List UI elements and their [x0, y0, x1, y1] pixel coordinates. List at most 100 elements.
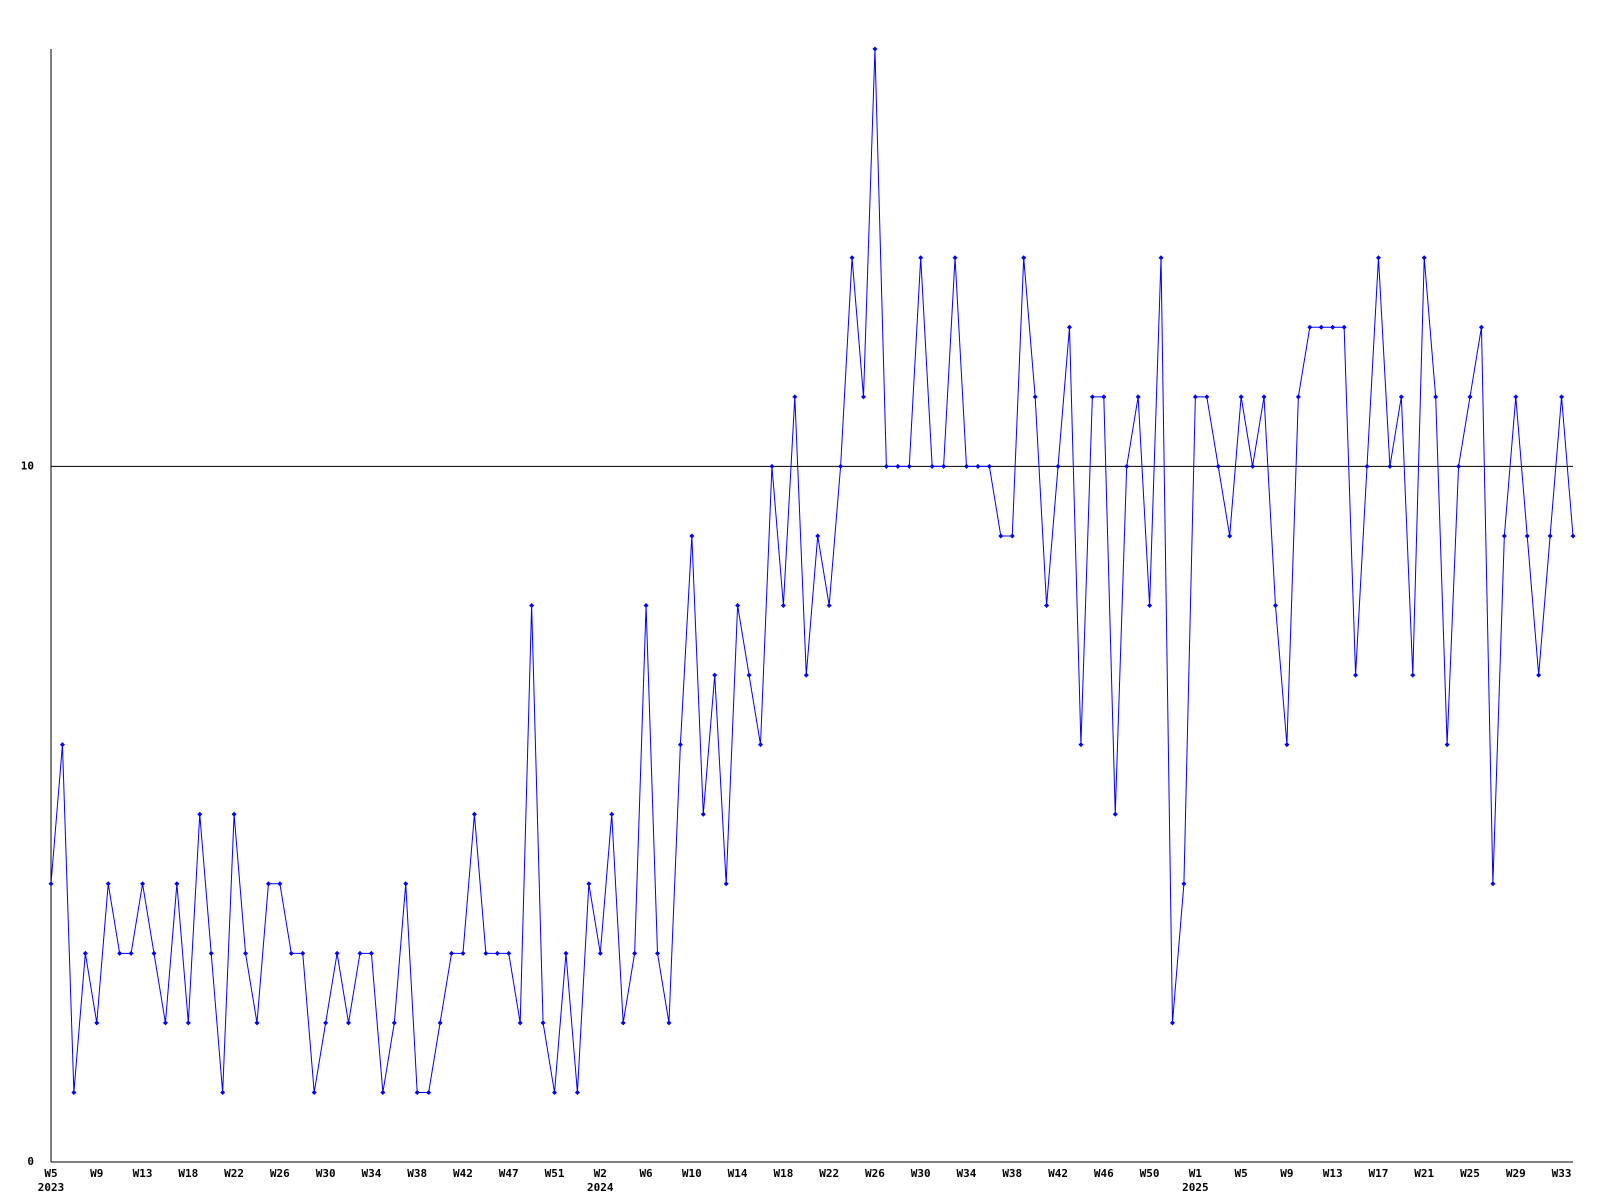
point	[414, 1089, 420, 1095]
point	[105, 881, 111, 887]
point	[140, 881, 146, 887]
point	[1204, 394, 1210, 400]
point	[1078, 742, 1084, 748]
point	[792, 394, 798, 400]
x-tick-label: W2	[594, 1167, 607, 1180]
point	[311, 1089, 317, 1095]
point	[712, 672, 718, 678]
x-tick-label: W18	[773, 1167, 793, 1180]
point	[1421, 255, 1427, 261]
x-tick-label: W5	[44, 1167, 57, 1180]
point	[1444, 742, 1450, 748]
point	[540, 1020, 546, 1026]
point	[895, 463, 901, 469]
point	[1272, 603, 1278, 608]
x-tick-label: W18	[178, 1167, 198, 1180]
point	[906, 463, 912, 469]
point	[1112, 811, 1118, 817]
point	[815, 533, 821, 539]
point	[437, 1020, 443, 1026]
point	[391, 1020, 397, 1026]
point	[1147, 603, 1153, 608]
point	[128, 950, 134, 956]
point	[300, 950, 306, 956]
point	[1044, 603, 1050, 608]
line	[50, 48, 1574, 1093]
point	[1101, 394, 1107, 400]
point	[1250, 463, 1256, 469]
point	[1238, 394, 1244, 400]
point	[1124, 463, 1130, 469]
point	[254, 1020, 260, 1026]
x-tick-label: W25	[1460, 1167, 1480, 1180]
point	[1307, 324, 1313, 330]
point	[574, 1089, 580, 1095]
point	[929, 463, 935, 469]
point	[563, 950, 569, 956]
point	[529, 603, 535, 608]
x-tick-label: W1	[1189, 1167, 1203, 1180]
point	[1490, 881, 1496, 887]
x-year-label: 2023	[38, 1181, 65, 1194]
point	[883, 463, 889, 469]
point	[174, 881, 180, 887]
point	[1559, 394, 1565, 400]
point	[1192, 394, 1198, 400]
point	[197, 811, 203, 817]
point	[1467, 394, 1473, 400]
point	[838, 463, 844, 469]
x-tick-label: W29	[1506, 1167, 1526, 1180]
point	[71, 1089, 77, 1095]
point	[220, 1089, 226, 1095]
point	[723, 881, 729, 887]
point	[1089, 394, 1095, 400]
point	[1536, 672, 1542, 678]
x-tick-label: W50	[1140, 1167, 1160, 1180]
point	[334, 950, 340, 956]
point	[1433, 394, 1439, 400]
point	[986, 463, 992, 469]
point	[872, 46, 878, 52]
point	[1375, 255, 1381, 261]
point	[769, 463, 775, 469]
point	[185, 1020, 191, 1026]
x-tick-label: W33	[1552, 1167, 1572, 1180]
x-tick-label: W38	[407, 1167, 427, 1180]
point	[758, 742, 764, 748]
point	[849, 255, 855, 261]
y-tick-label: 10	[21, 459, 34, 472]
point	[59, 742, 65, 748]
x-tick-label: W34	[957, 1167, 977, 1180]
x-tick-label: W10	[682, 1167, 702, 1180]
x-year-label: 2025	[1182, 1181, 1209, 1194]
point	[1158, 255, 1164, 261]
point	[963, 463, 969, 469]
point	[780, 603, 786, 608]
x-tick-label: W6	[639, 1167, 653, 1180]
point	[941, 463, 947, 469]
point	[265, 881, 271, 887]
point	[380, 1089, 386, 1095]
point	[1227, 533, 1233, 539]
point	[1570, 533, 1576, 539]
point	[48, 881, 54, 887]
point	[1135, 394, 1141, 400]
x-tick-label: W26	[270, 1167, 290, 1180]
point	[1261, 394, 1267, 400]
x-tick-label: W47	[499, 1167, 519, 1180]
point	[403, 881, 409, 887]
x-tick-label: W21	[1414, 1167, 1434, 1180]
point	[1387, 463, 1393, 469]
point	[860, 394, 866, 400]
point	[620, 1020, 626, 1026]
point	[1330, 324, 1336, 330]
y-tick-label: 0	[27, 1155, 34, 1168]
point	[506, 950, 512, 956]
x-tick-label: W42	[453, 1167, 473, 1180]
x-tick-label: W9	[1280, 1167, 1293, 1180]
point	[1021, 255, 1027, 261]
point	[1032, 394, 1038, 400]
point	[517, 1020, 523, 1026]
